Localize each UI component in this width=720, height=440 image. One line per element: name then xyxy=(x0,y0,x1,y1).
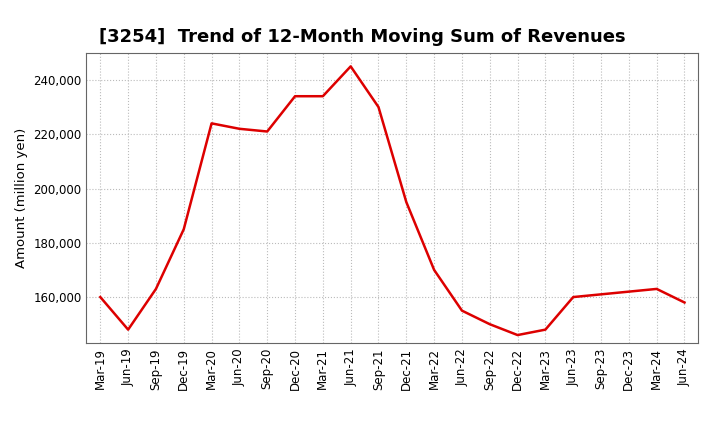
Y-axis label: Amount (million yen): Amount (million yen) xyxy=(14,128,28,268)
Text: [3254]  Trend of 12-Month Moving Sum of Revenues: [3254] Trend of 12-Month Moving Sum of R… xyxy=(99,28,625,46)
